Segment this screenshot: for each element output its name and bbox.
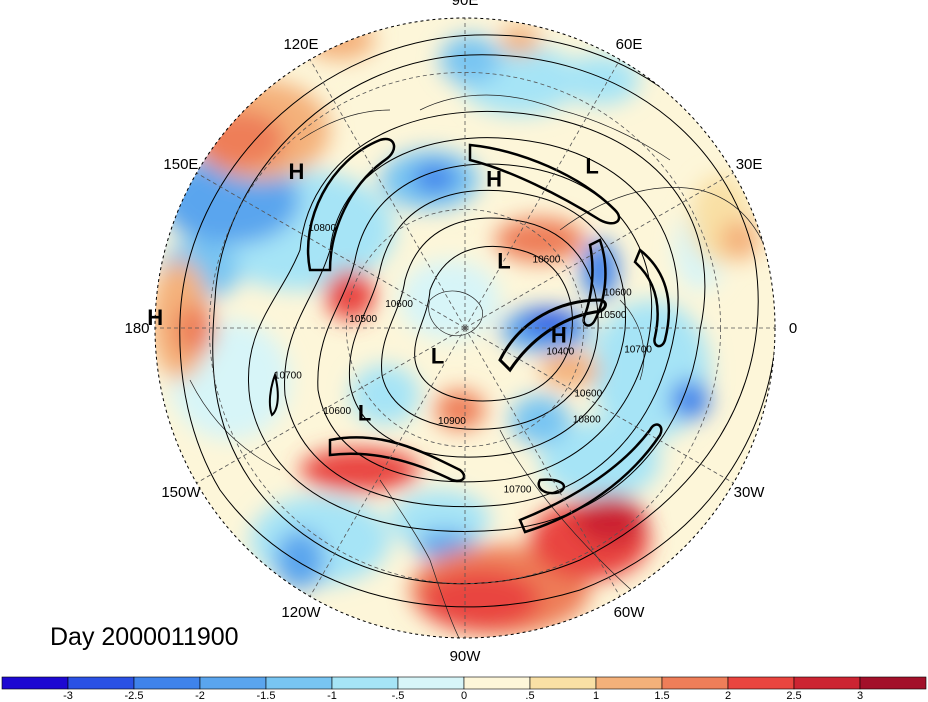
colorbar-swatch [727,676,795,690]
colorbar-tick-label: 2.5 [786,690,801,702]
contour-label: 10600 [574,389,602,400]
colorbar-tick-label: 0 [461,690,467,702]
colorbar-tick-label: -1 [327,690,337,702]
colorbar-swatch [265,676,333,690]
colorbar-swatch [595,676,663,690]
contour-label: 10400 [546,347,574,358]
contour-label: 10500 [599,310,627,321]
high-pressure-label: H [551,323,567,348]
contour-label: 10600 [323,406,351,417]
colorbar: -3 -2.5 -2 -1.5 -1 -.5 0 .5 1 1.5 2 2.5 3 [1,676,927,702]
longitude-label: 60W [614,604,646,621]
contour-label: 10700 [624,344,652,355]
colorbar-tick-label: -3 [63,690,73,702]
longitude-labels: 90E 60E 30E 0 30W 60W 90W 120W 150W 180 150E 120E [124,0,797,665]
longitude-label: 90W [450,648,482,665]
high-pressure-label: H [147,305,163,330]
longitude-label: 150E [163,156,198,173]
contour-label: 10800 [308,223,336,234]
colorbar-swatches [1,676,927,690]
latitude-circle [208,71,722,585]
contour-label: 10700 [274,370,302,381]
colorbar-swatch [67,676,135,690]
high-pressure-label: H [289,159,305,184]
colorbar-swatch [793,676,861,690]
longitude-label: 90E [452,0,479,9]
colorbar-tick-label: 2 [725,690,731,702]
latitude-circle [345,208,585,448]
colorbar-tick-label: -2 [195,690,205,702]
longitude-label: 30E [736,156,763,173]
colorbar-swatch [463,676,531,690]
contour-label: 10900 [438,416,466,427]
colorbar-swatch [661,676,729,690]
colorbar-tick-labels: -3 -2.5 -2 -1.5 -1 -.5 0 .5 1 1.5 2 2.5 3 [63,690,863,702]
meridian-line [294,327,466,623]
day-label: Day 2000011900 [50,623,239,651]
contour-label: 10600 [533,255,561,266]
colorbar-swatch [331,676,399,690]
colorbar-swatch [199,676,267,690]
pressure-centers: H L H L H L L H [147,153,599,425]
colorbar-swatch [133,676,201,690]
colorbar-tick-label: -2.5 [125,690,144,702]
meridian-line [170,157,466,329]
longitude-label: 180 [124,320,149,337]
low-pressure-label: L [585,153,598,178]
meridian-line [294,33,466,329]
longitude-label: 120E [283,36,318,53]
longitude-label: 0 [789,320,797,337]
colorbar-swatch [529,676,597,690]
colorbar-swatch [859,676,927,690]
colorbar-tick-label: -.5 [392,690,405,702]
colorbar-tick-label: 1 [593,690,599,702]
graticule [155,18,775,638]
low-pressure-label: L [358,400,371,425]
meridian-line [170,327,466,499]
meridian-line [464,33,636,329]
longitude-label: 150W [161,484,201,501]
longitude-label: 30W [734,484,766,501]
anomaly-shading [155,18,775,638]
contour-labels: 10800 10600 10600 10500 10700 10400 10600 10800… [274,223,652,496]
longitude-label: 60E [616,36,643,53]
meridian-line [464,327,636,623]
height-contours [179,34,775,608]
low-pressure-label: L [497,248,510,273]
map-boundary [154,17,776,639]
contour-label: 10800 [573,415,601,426]
low-pressure-label: L [431,343,444,368]
contour-label: 10700 [504,485,532,496]
contour-label: 10500 [349,314,377,325]
colorbar-tick-label: 1.5 [654,690,669,702]
high-pressure-label: H [486,166,502,191]
colorbar-tick-label: .5 [525,690,534,702]
colorbar-tick-label: 3 [857,690,863,702]
contour-label: 10600 [385,299,413,310]
longitude-label: 120W [281,604,321,621]
meridian-line [464,157,760,329]
meridian-line [464,327,760,499]
colorbar-swatch [397,676,465,690]
colorbar-swatch [1,676,69,690]
colorbar-tick-label: -1.5 [257,690,276,702]
contour-label: 10600 [604,288,632,299]
